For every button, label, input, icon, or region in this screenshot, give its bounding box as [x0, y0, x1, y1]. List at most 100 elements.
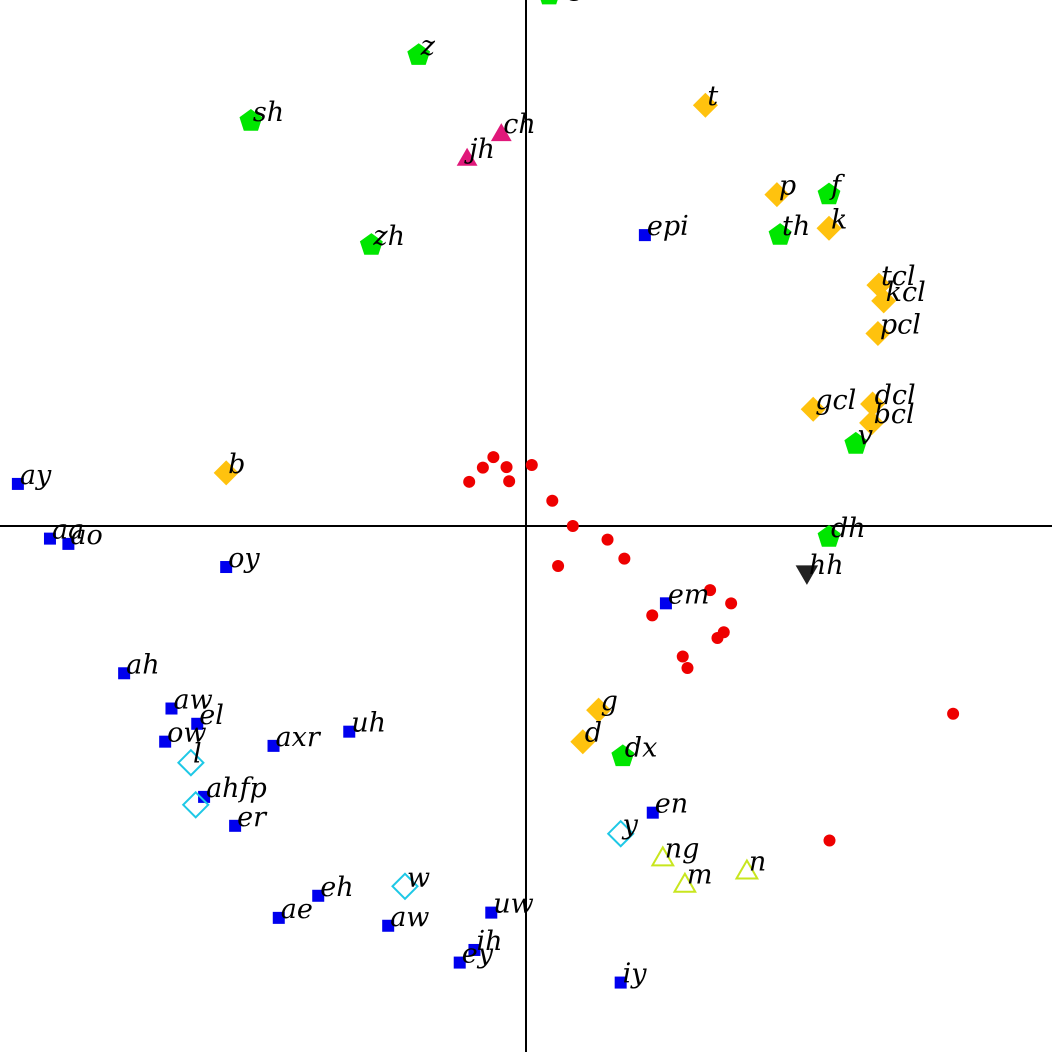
point-dx-marker: [611, 744, 635, 767]
point-aw-marker: [382, 919, 395, 932]
point-label-dx: dx: [625, 732, 658, 763]
cluster-point-70: [681, 662, 694, 675]
point-el-marker: [191, 717, 204, 730]
point-zh-marker: [359, 233, 383, 255]
cluster-point-64: [704, 584, 717, 597]
point-label-jh: jh: [464, 134, 495, 165]
cluster-point-72: [823, 834, 836, 847]
point-label-ih: ih: [476, 926, 502, 957]
point-label-bcl: bcl: [874, 399, 915, 430]
point-label-z: z: [420, 31, 436, 62]
point-f-marker: [817, 182, 841, 205]
point-label-er: er: [237, 802, 268, 833]
point-k-marker: [816, 215, 842, 241]
point-label-p: p: [779, 171, 796, 202]
point-label-dcl: dcl: [875, 380, 916, 411]
point-label-uw: uw: [493, 889, 534, 920]
point-eh-marker: [312, 889, 325, 902]
point-label-ahfp: ahfp: [206, 773, 267, 804]
point-ng-marker: [540, 0, 558, 5]
point-pcl-marker: [865, 321, 891, 346]
point-label-ao: ao: [70, 520, 102, 551]
point-label-ey: ey: [462, 939, 494, 970]
cluster-point-68: [711, 632, 724, 645]
point-label-m: m: [687, 860, 713, 891]
point-label-el: el: [199, 700, 224, 731]
point-ae-marker: [272, 911, 285, 924]
point-sh-marker: [239, 109, 263, 131]
point-label-tcl: tcl: [881, 261, 916, 292]
cluster-point-61: [552, 559, 565, 572]
point-label-w: w: [407, 862, 430, 893]
point-label-axr: axr: [276, 722, 322, 753]
cluster-point-59: [546, 494, 559, 507]
point-label-pcl: pcl: [880, 309, 921, 340]
point-label-d: d: [585, 718, 602, 749]
point-label-epi: epi: [647, 211, 689, 242]
cluster-point-55: [487, 451, 500, 464]
point-n-marker: [734, 858, 760, 880]
point-label-aa: aa: [52, 515, 84, 546]
point-hh-marker: [795, 565, 819, 585]
point-axr-marker: [267, 739, 280, 752]
point-labels: ngzshchjhtpfepithkzhtclkclpclgcldclbclvb…: [20, 0, 926, 990]
cluster-point-58: [525, 458, 538, 471]
point-label-hh: hh: [809, 550, 844, 581]
point-w-marker: [391, 872, 419, 901]
point-ey-marker: [453, 956, 466, 969]
point-em-marker: [659, 597, 672, 610]
cluster-point-54: [476, 461, 489, 474]
point-iy-marker: [614, 976, 627, 989]
point-label-l: l: [193, 739, 202, 770]
point-label-f: f: [829, 171, 845, 202]
point-label-v: v: [858, 420, 873, 451]
point-g-marker: [586, 697, 612, 723]
point-label-gcl: gcl: [815, 385, 856, 416]
point-uh-marker: [343, 725, 356, 738]
point-label-th: th: [782, 211, 810, 242]
point-label-dh: dh: [831, 513, 866, 544]
point-label-k: k: [831, 204, 847, 235]
point-ao-marker: [62, 537, 75, 550]
point-label-ah: ah: [126, 649, 160, 680]
data-points: [11, 0, 960, 989]
point-m-marker: [672, 871, 697, 893]
point-label-ay: ay: [20, 460, 52, 491]
point-bcl-marker: [859, 410, 885, 436]
point-ih-marker: [468, 943, 481, 956]
point-b-marker: [213, 460, 239, 486]
point-label-oy: oy: [228, 543, 260, 574]
point-er-marker: [229, 819, 242, 832]
point-label-y: y: [622, 810, 639, 841]
point-ow-marker: [159, 735, 172, 748]
point-kcl-marker: [871, 288, 897, 314]
point-oy-marker: [220, 561, 233, 574]
point-label-g: g: [601, 686, 618, 717]
point-dcl-marker: [860, 391, 886, 417]
point-label-ng: ng: [551, 0, 586, 2]
point-label-ng: ng: [665, 833, 700, 864]
point-gcl-marker: [800, 396, 826, 422]
point-uw-marker: [485, 906, 498, 919]
point-label-em: em: [668, 579, 710, 610]
point-p-marker: [764, 182, 790, 208]
point-ah-marker: [118, 667, 131, 680]
point-label-zh: zh: [372, 221, 405, 252]
point-label-iy: iy: [623, 959, 648, 990]
cluster-point-57: [503, 475, 516, 488]
point-en-marker: [646, 806, 659, 819]
point-th-marker: [768, 223, 792, 245]
point-z-marker: [407, 43, 431, 65]
point-ch-marker: [490, 123, 512, 142]
cluster-point-63: [618, 552, 631, 565]
point-label-eh: eh: [320, 872, 353, 903]
point-aw-marker: [165, 702, 178, 715]
point-l-marker: [176, 748, 205, 777]
point-aa-marker: [43, 532, 56, 545]
point-label-aw: aw: [390, 902, 429, 933]
point-ng-marker: [650, 845, 675, 867]
point-label-en: en: [655, 789, 688, 820]
cluster-point-69: [676, 650, 689, 663]
point-label-kcl: kcl: [886, 277, 926, 308]
